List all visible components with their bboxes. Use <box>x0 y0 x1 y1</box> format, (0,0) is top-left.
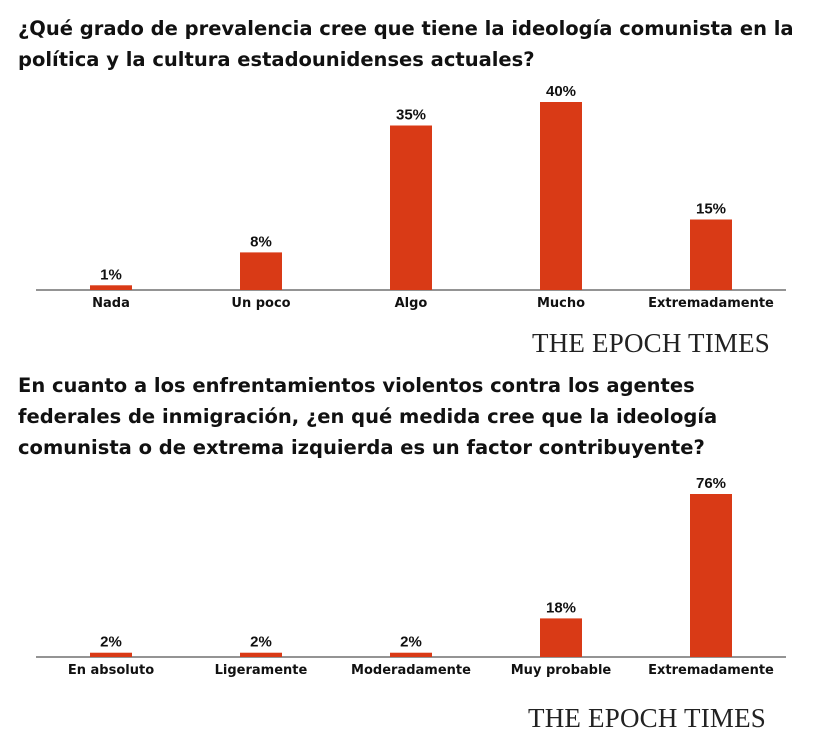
chart-2-title: En cuanto a los enfrentamientos violento… <box>18 374 718 459</box>
epoch-times-logo: THE EPOCH TIMES <box>532 328 771 358</box>
bar-1 <box>90 285 132 290</box>
x-tick-label: Algo <box>395 296 428 311</box>
x-tick-label: En absoluto <box>68 663 154 678</box>
x-tick-label: Moderadamente <box>351 663 471 678</box>
x-tick-label: Un poco <box>231 296 290 311</box>
value-label: 2% <box>100 634 122 651</box>
epoch-times-logo: THE EPOCH TIMES <box>528 703 767 733</box>
x-tick-label: Mucho <box>537 296 585 311</box>
bar-2 <box>240 652 282 657</box>
chart-1-plot: 1% Nada 8% Un poco 35% Algo 40% Mucho 15% Extrema… <box>36 83 786 311</box>
value-label: 2% <box>250 634 272 651</box>
bar-3 <box>390 652 432 657</box>
chart-2-plot: 2% En absoluto 2% Ligeramente 2% Moderadament… <box>36 475 786 678</box>
value-label: 1% <box>100 266 122 283</box>
chart-1-title: ¿Qué grado de prevalencia cree que tiene… <box>18 17 794 71</box>
x-tick-label: Muy probable <box>511 663 612 678</box>
bar-3 <box>390 125 432 290</box>
value-label: 40% <box>546 83 576 100</box>
value-label: 15% <box>696 201 726 218</box>
x-tick-label: Extremadamente <box>648 296 774 311</box>
value-label: 76% <box>696 475 726 492</box>
value-label: 18% <box>546 599 576 616</box>
value-label: 2% <box>400 634 422 651</box>
x-tick-label: Ligeramente <box>215 663 308 678</box>
bar-2 <box>240 252 282 290</box>
bar-1 <box>90 652 132 657</box>
x-tick-label: Nada <box>92 296 130 311</box>
x-tick-label: Extremadamente <box>648 663 774 678</box>
bar-4 <box>540 618 582 657</box>
value-label: 8% <box>250 233 272 250</box>
bar-5 <box>690 219 732 290</box>
bar-5 <box>690 494 732 657</box>
bar-4 <box>540 102 582 290</box>
value-label: 35% <box>396 107 426 124</box>
